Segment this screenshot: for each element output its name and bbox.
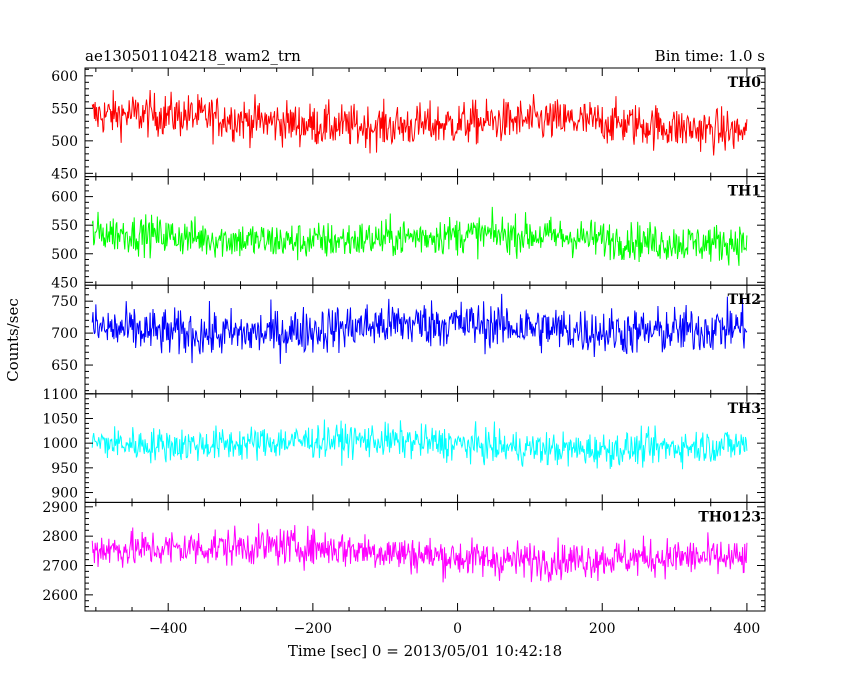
series-line-th3 <box>91 419 748 470</box>
x-tick-label: −400 <box>149 621 187 637</box>
y-tick-label: 950 <box>51 461 78 477</box>
y-tick-label: 2600 <box>42 588 78 604</box>
chart-title: ae130501104218_wam2_trn <box>85 47 301 65</box>
panel-frame <box>84 393 766 503</box>
y-tick-label: 700 <box>51 326 78 342</box>
y-tick-label: 500 <box>51 134 78 150</box>
series-line-th2 <box>91 293 748 364</box>
y-tick-label: 2800 <box>42 529 78 545</box>
y-tick-label: 1100 <box>42 387 78 403</box>
panel-label-th3: TH3 <box>728 401 761 417</box>
y-tick-label: 600 <box>51 190 78 206</box>
y-tick-label: 550 <box>51 218 78 234</box>
panel-th2: 650 700 750 TH2 <box>51 284 766 395</box>
panel-th0123: 2600 2700 2800 2900 TH0123 <box>42 500 766 612</box>
y-tick-label: 2900 <box>42 500 78 516</box>
panels-group: 450 500 550 600 TH0 450 500 550 600 TH1 650 700 750 T… <box>42 67 766 612</box>
x-tick-label: 200 <box>589 621 616 637</box>
y-tick-label: 1000 <box>42 436 78 452</box>
panel-label-th2: TH2 <box>728 292 761 308</box>
y-tick-label: 650 <box>51 358 78 374</box>
panel-th1: 450 500 550 600 TH1 <box>51 176 766 291</box>
panel-frame <box>84 501 766 612</box>
panel-th0: 450 500 550 600 TH0 <box>51 67 766 182</box>
panel-label-th1: TH1 <box>728 184 761 200</box>
series-line-th1 <box>91 206 748 266</box>
x-tick-label: 400 <box>734 621 761 637</box>
x-tick-label: 0 <box>453 621 462 637</box>
series-line-th0123 <box>91 523 748 583</box>
x-tick-label: −200 <box>294 621 332 637</box>
series-line-th0 <box>91 90 748 156</box>
panel-label-th0: TH0 <box>728 75 762 91</box>
x-axis: −400 −200 0 200 400 <box>149 621 760 637</box>
panel-th3: 900 950 1000 1050 1100 TH3 <box>42 387 766 503</box>
y-tick-label: 750 <box>51 294 78 310</box>
y-tick-label: 500 <box>51 247 78 263</box>
y-tick-label: 600 <box>51 69 78 85</box>
y-tick-label: 550 <box>51 101 78 117</box>
panel-label-th0123: TH0123 <box>698 509 761 525</box>
y-tick-label: 900 <box>51 486 78 502</box>
bin-time-label: Bin time: 1.0 s <box>655 47 765 65</box>
x-axis-label: Time [sec] 0 = 2013/05/01 10:42:18 <box>288 642 562 660</box>
y-tick-label: 1050 <box>42 411 78 427</box>
y-tick-label: 450 <box>51 166 78 182</box>
y-axis-label: Counts/sec <box>4 298 22 382</box>
y-tick-label: 2700 <box>42 559 78 575</box>
y-tick-label: 450 <box>51 275 78 291</box>
